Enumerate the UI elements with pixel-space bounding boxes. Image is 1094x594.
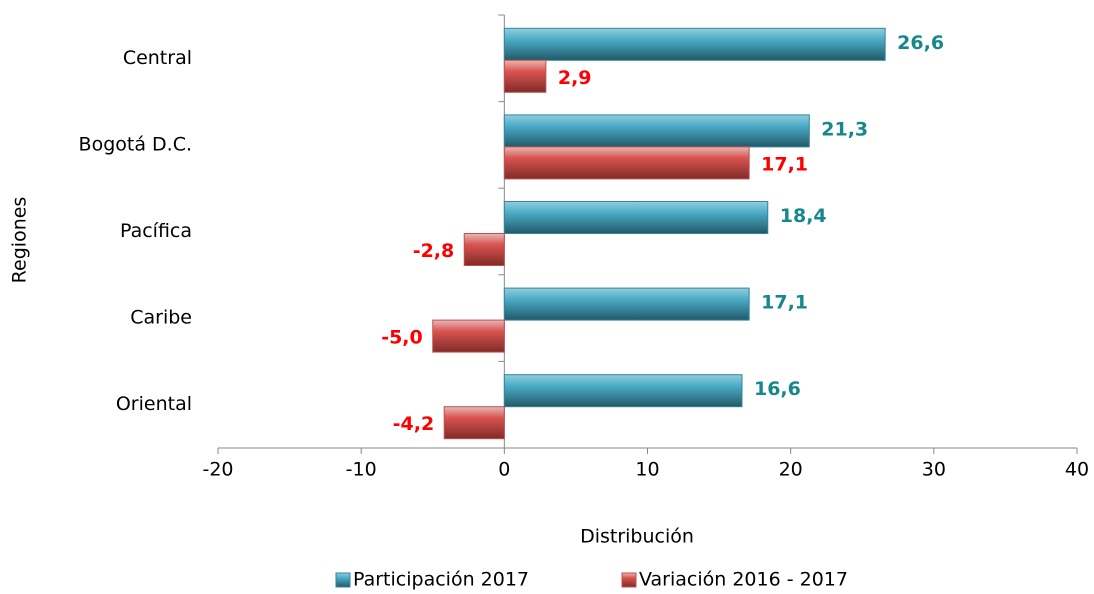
- y-tick-label: Oriental: [116, 393, 192, 415]
- value-label: 2,9: [558, 67, 592, 89]
- bar: [503, 287, 750, 321]
- value-label: 17,1: [761, 153, 808, 175]
- y-tick-label: Central: [123, 47, 192, 69]
- legend-label: Participación 2017: [353, 569, 529, 591]
- bar: [443, 406, 505, 440]
- legend-swatch: [335, 572, 351, 588]
- x-tick-label: 20: [779, 459, 803, 481]
- value-label: -4,2: [393, 413, 435, 435]
- x-tick-label: 0: [498, 459, 510, 481]
- y-tick-label: Caribe: [130, 307, 192, 329]
- bar: [503, 114, 810, 148]
- x-tick-label: 30: [922, 459, 946, 481]
- bar: [503, 59, 547, 93]
- bar: [463, 233, 505, 266]
- legend-swatch: [621, 572, 637, 588]
- value-label: 16,6: [754, 378, 801, 400]
- value-label: 26,6: [897, 32, 944, 54]
- x-tick-label: 10: [635, 459, 659, 481]
- value-label: -2,8: [413, 240, 455, 262]
- value-label: 21,3: [821, 118, 868, 140]
- legend-label: Variación 2016 - 2017: [639, 569, 848, 591]
- y-tick-label: Pacífica: [120, 220, 192, 242]
- x-tick-label: -10: [346, 459, 377, 481]
- value-label: -5,0: [381, 327, 423, 349]
- x-axis-title: Distribución: [580, 526, 694, 548]
- value-label: 18,4: [780, 205, 827, 227]
- bar: [503, 374, 743, 408]
- y-axis-title: Regiones: [9, 197, 31, 284]
- bar: [432, 319, 505, 353]
- x-tick-label: 40: [1065, 459, 1089, 481]
- bar: [503, 146, 750, 180]
- x-tick-label: -20: [202, 459, 233, 481]
- y-tick-label: Bogotá D.C.: [79, 133, 192, 155]
- bar: [503, 201, 769, 234]
- bar: [503, 27, 886, 61]
- value-label: 17,1: [761, 292, 808, 314]
